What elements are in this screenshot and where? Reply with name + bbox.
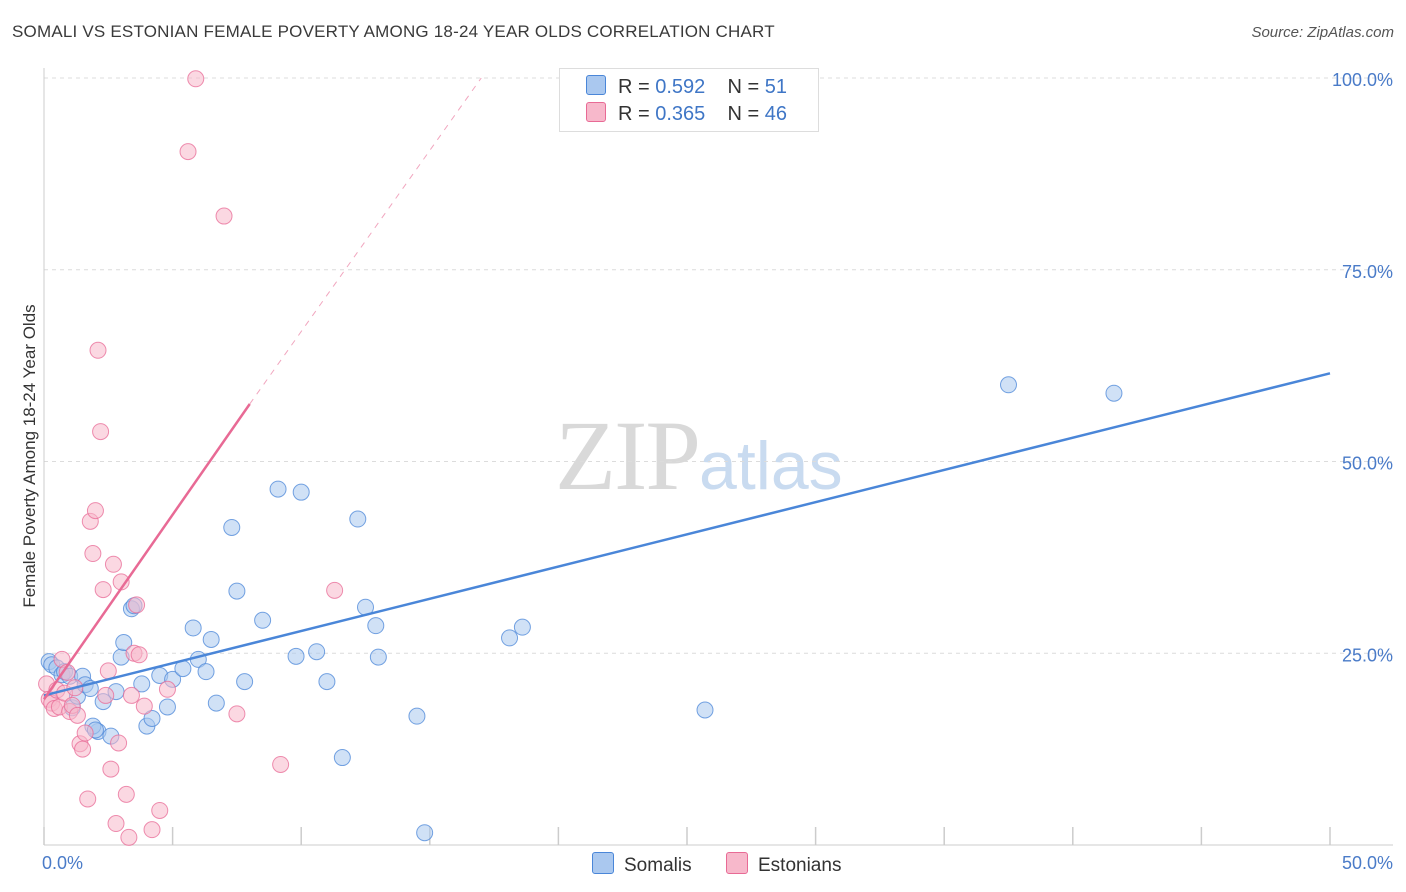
y-axis-title: Female Poverty Among 18-24 Year Olds xyxy=(20,304,39,607)
legend-r-label: R = xyxy=(618,76,656,98)
point-estonians xyxy=(117,785,135,803)
point-estonians xyxy=(99,662,117,680)
trend-line-estonians xyxy=(42,403,251,700)
legend-swatch-somalis xyxy=(586,75,606,95)
legend-r-value: 0.592 xyxy=(655,76,706,98)
point-estonians xyxy=(228,705,246,723)
point-somalis xyxy=(292,483,310,501)
point-estonians xyxy=(130,646,148,664)
legend-row-somalis: R = 0.592 N = 51 xyxy=(586,75,787,101)
point-estonians xyxy=(92,423,110,441)
data-points xyxy=(38,70,1123,846)
point-estonians xyxy=(143,821,161,839)
legend-n-label: N = xyxy=(727,76,765,98)
point-estonians xyxy=(79,790,97,808)
point-somalis xyxy=(228,582,246,600)
point-somalis xyxy=(308,643,326,661)
trend-lines xyxy=(42,77,1331,700)
point-somalis xyxy=(513,618,531,636)
y-tick-label: 75.0% xyxy=(1342,262,1393,282)
watermark-zip: ZIP xyxy=(555,400,701,511)
point-somalis xyxy=(207,694,225,712)
point-somalis xyxy=(349,510,367,528)
point-somalis xyxy=(143,709,161,727)
point-somalis xyxy=(501,629,519,647)
point-somalis xyxy=(254,611,272,629)
bottom-legend-estonians: Estonians xyxy=(726,852,841,877)
point-somalis xyxy=(236,673,254,691)
point-estonians xyxy=(84,545,102,563)
legend-n-label: N = xyxy=(727,103,765,125)
point-somalis xyxy=(115,634,133,652)
point-somalis xyxy=(1105,384,1123,402)
point-estonians xyxy=(151,801,169,819)
y-tick-label: 100.0% xyxy=(1332,70,1393,90)
point-estonians xyxy=(179,143,197,161)
legend-n-value: 51 xyxy=(764,76,788,98)
legend-r-label: R = xyxy=(618,103,656,125)
point-somalis xyxy=(184,619,202,637)
point-estonians xyxy=(76,724,94,742)
point-estonians xyxy=(89,341,107,359)
point-somalis xyxy=(369,648,387,666)
point-estonians xyxy=(158,680,176,698)
legend-r-value: 0.365 xyxy=(655,103,706,125)
point-estonians xyxy=(326,581,344,599)
gridlines xyxy=(44,77,1393,654)
point-estonians xyxy=(272,755,290,773)
y-tick-label: 50.0% xyxy=(1342,454,1393,474)
bottom-legend-swatch xyxy=(592,852,614,874)
bottom-legend-swatch xyxy=(726,852,748,874)
watermark: ZIPatlas xyxy=(555,398,843,513)
point-estonians xyxy=(120,828,138,846)
legend-swatch-estonians xyxy=(586,102,606,122)
point-somalis xyxy=(333,749,351,767)
point-estonians xyxy=(215,207,233,225)
y-tick-label: 25.0% xyxy=(1342,645,1393,665)
legend-n-value: 46 xyxy=(764,103,788,125)
point-estonians xyxy=(110,734,128,752)
point-estonians xyxy=(107,815,125,833)
bottom-legend-label: Somalis xyxy=(624,855,692,876)
point-somalis xyxy=(696,701,714,719)
point-estonians xyxy=(68,706,86,724)
point-estonians xyxy=(128,596,146,614)
point-somalis xyxy=(269,480,287,498)
bottom-legend-somalis: Somalis xyxy=(592,852,692,877)
point-somalis xyxy=(202,630,220,648)
point-estonians xyxy=(97,686,115,704)
point-somalis xyxy=(158,698,176,716)
point-estonians xyxy=(86,502,104,520)
point-estonians xyxy=(102,760,120,778)
bottom-legend-label: Estonians xyxy=(758,855,842,876)
source-label: Source: ZipAtlas.com xyxy=(1251,24,1394,41)
x-tick-label: 0.0% xyxy=(42,853,83,873)
trend-line-estonians xyxy=(249,77,482,405)
x-tick-label: 50.0% xyxy=(1342,853,1393,873)
point-estonians xyxy=(187,70,205,88)
axis-labels: 25.0% 50.0% 75.0% 100.0% 0.0% 50.0% Female Pov… xyxy=(20,70,1393,873)
point-somalis xyxy=(197,663,215,681)
point-somalis xyxy=(408,707,426,725)
watermark-atlas: atlas xyxy=(699,428,843,504)
point-somalis xyxy=(1000,376,1017,394)
point-somalis xyxy=(416,824,434,842)
point-estonians xyxy=(122,686,140,704)
point-somalis xyxy=(318,673,336,691)
point-estonians xyxy=(104,555,122,573)
point-somalis xyxy=(287,647,305,665)
point-estonians xyxy=(94,581,112,599)
point-somalis xyxy=(133,675,151,693)
chart-title: SOMALI VS ESTONIAN FEMALE POVERTY AMONG … xyxy=(12,22,775,41)
point-estonians xyxy=(74,740,92,758)
legend-row-estonians: R = 0.365 N = 46 xyxy=(586,102,787,128)
point-somalis xyxy=(367,617,385,635)
point-somalis xyxy=(223,518,241,536)
trend-line-somalis xyxy=(43,372,1331,697)
point-estonians xyxy=(135,697,153,715)
correlation-legend: R = 0.592 N = 51 R = 0.365 N = 46 xyxy=(559,68,819,132)
axes xyxy=(43,68,1393,846)
